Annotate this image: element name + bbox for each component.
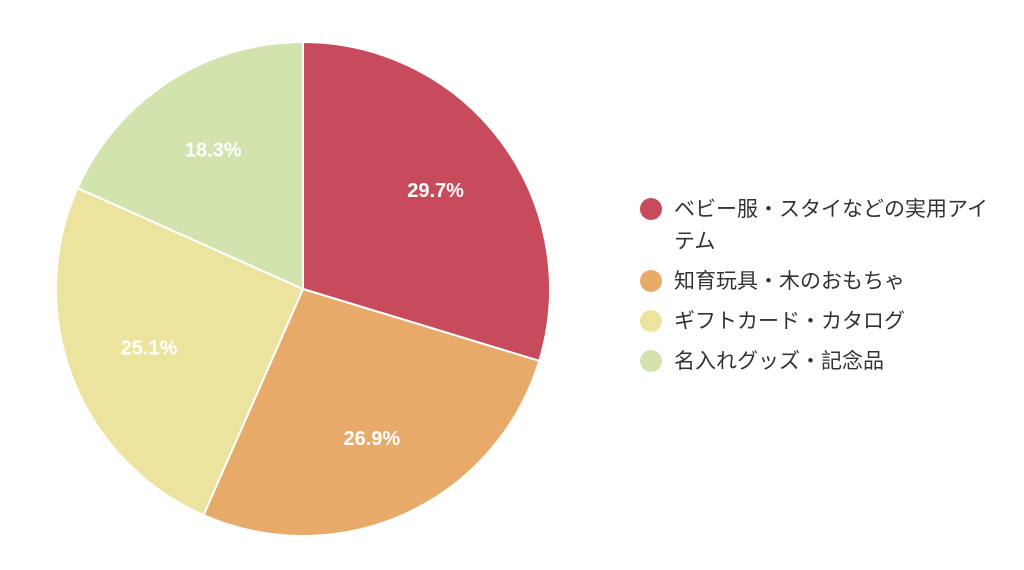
- pie-slice-1: [302, 40, 551, 363]
- slice-value-label: 25.1%: [121, 337, 178, 359]
- slice-value-label: 26.9%: [343, 428, 400, 450]
- legend-swatch: [640, 350, 662, 372]
- legend-label: ベビー服・スタイなどの実用アイテム: [674, 197, 988, 253]
- legend-item-gift-cards: ギフトカード・カタログ: [640, 305, 1000, 337]
- legend-swatch: [640, 198, 662, 220]
- legend-swatch: [640, 310, 662, 332]
- legend-label: ギフトカード・カタログ: [674, 309, 905, 333]
- pie-slice-2: [202, 287, 541, 537]
- legend-label: 知育玩具・木のおもちゃ: [674, 269, 905, 293]
- slice-value-label: 29.7%: [407, 180, 464, 202]
- slices-layer: [55, 40, 551, 537]
- labels-layer: 29.7% 26.9% 25.1% 18.3%: [121, 140, 464, 450]
- legend-label: 名入れグッズ・記念品: [674, 349, 884, 373]
- legend-swatch: [640, 270, 662, 292]
- legend-item-personalized-goods: 名入れグッズ・記念品: [640, 345, 1000, 377]
- legend-item-educational-toys: 知育玩具・木のおもちゃ: [640, 265, 1000, 297]
- pie-slice-3: [55, 186, 305, 517]
- slice-value-label: 18.3%: [185, 140, 242, 162]
- pie-slice-4: [76, 40, 304, 291]
- legend-item-practical-items: ベビー服・スタイなどの実用アイテム: [640, 193, 1000, 257]
- legend: ベビー服・スタイなどの実用アイテム 知育玩具・木のおもちゃ ギフトカード・カタロ…: [640, 193, 1000, 385]
